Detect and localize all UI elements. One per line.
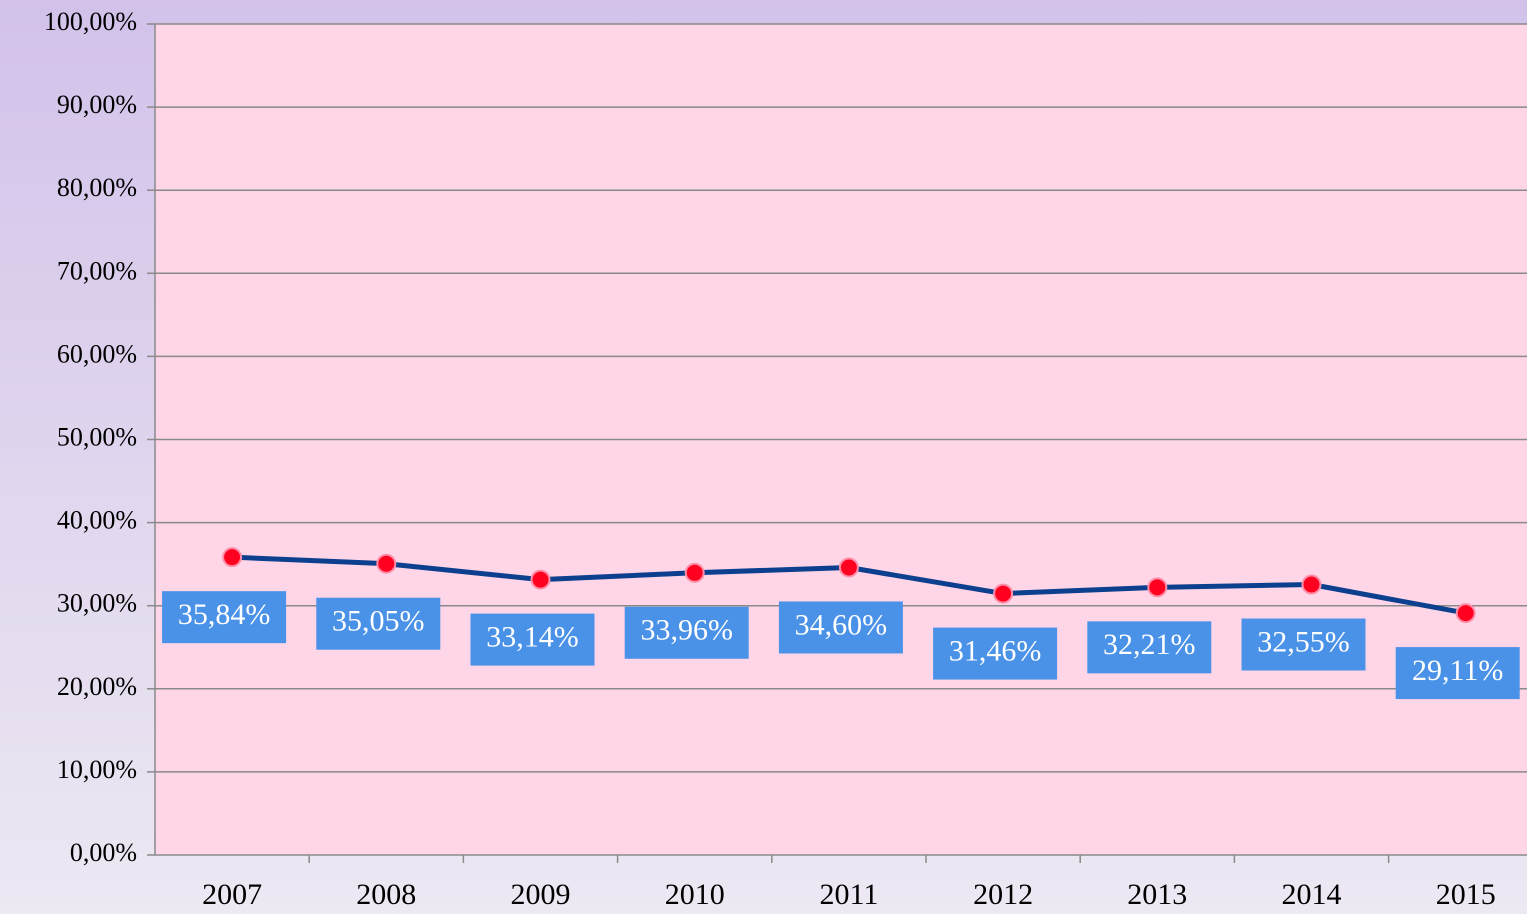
y-tick-label: 100,00% — [44, 7, 137, 36]
x-tick-label: 2014 — [1282, 878, 1342, 911]
y-tick-label: 10,00% — [57, 755, 137, 784]
y-tick-label: 70,00% — [57, 256, 137, 285]
y-tick-label: 90,00% — [57, 90, 137, 119]
x-tick-label: 2009 — [511, 878, 571, 911]
marker — [530, 569, 551, 590]
y-tick-label: 30,00% — [57, 589, 137, 618]
data-label: 31,46% — [949, 634, 1042, 667]
data-label: 34,60% — [795, 608, 888, 641]
y-tick-label: 40,00% — [57, 506, 137, 535]
marker — [376, 553, 397, 574]
marker — [1455, 603, 1476, 624]
marker — [222, 547, 243, 568]
marker — [1301, 574, 1322, 595]
data-label: 32,55% — [1257, 625, 1350, 658]
y-tick-label: 20,00% — [57, 672, 137, 701]
data-label-box — [162, 591, 287, 644]
data-label-box — [933, 627, 1058, 680]
data-label: 35,05% — [332, 605, 425, 638]
data-label-box — [624, 606, 749, 659]
y-tick-label: 80,00% — [57, 173, 137, 202]
marker — [1147, 577, 1168, 598]
data-label-box — [1087, 621, 1212, 674]
y-tick-label: 0,00% — [70, 838, 137, 867]
data-label: 29,11% — [1412, 654, 1503, 687]
data-label-box — [316, 597, 441, 650]
x-tick-label: 2013 — [1127, 878, 1187, 911]
data-label: 33,14% — [486, 620, 579, 653]
data-label: 35,84% — [178, 598, 271, 631]
data-label: 32,21% — [1103, 628, 1196, 661]
x-tick-label: 2007 — [202, 878, 262, 911]
y-tick-label: 60,00% — [57, 339, 137, 368]
marker — [838, 557, 859, 578]
x-tick-label: 2008 — [356, 878, 416, 911]
data-label-box — [1241, 618, 1366, 671]
marker — [993, 583, 1014, 604]
x-tick-label: 2012 — [973, 878, 1033, 911]
data-label: 33,96% — [640, 614, 733, 647]
x-tick-label: 2015 — [1436, 878, 1496, 911]
data-label-box — [778, 601, 903, 654]
x-tick-label: 2010 — [665, 878, 725, 911]
x-tick-label: 2011 — [819, 878, 878, 911]
marker — [684, 562, 705, 583]
data-label-box — [1395, 647, 1520, 700]
y-tick-label: 50,00% — [57, 422, 137, 451]
data-label-box — [470, 613, 595, 666]
